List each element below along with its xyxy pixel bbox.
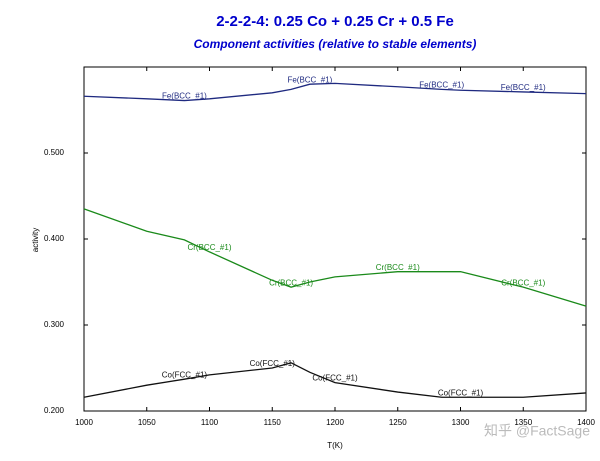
x-tick-label: 1300 [452, 418, 470, 427]
y-tick-label: 0.400 [44, 234, 65, 243]
chart-subtitle: Component activities (relative to stable… [194, 37, 477, 51]
curve-label: Co(FCC_#1) [438, 388, 484, 397]
plot-frame [83, 66, 587, 412]
watermark: 知乎 @FactSage [484, 423, 590, 439]
curve-label: Cr(BCC_#1) [187, 243, 231, 252]
curve-label: Co(FCC_#1) [162, 370, 208, 379]
x-axis-label: T(K) [327, 441, 343, 450]
curve-label: Cr(BCC_#1) [501, 278, 545, 287]
x-tick-label: 1100 [201, 418, 219, 427]
x-tick-label: 1350 [514, 418, 532, 427]
x-tick-label: 1050 [138, 418, 156, 427]
curve-label: Fe(BCC_#1) [419, 80, 464, 89]
y-axis-label: activity [31, 228, 40, 252]
curve-label: Fe(BCC_#1) [162, 92, 207, 101]
x-tick-label: 1250 [389, 418, 407, 427]
x-tick-label: 1150 [264, 418, 282, 427]
x-tick-label: 1000 [75, 418, 93, 427]
data-line [83, 82, 587, 102]
curve-label: Fe(BCC_#1) [501, 83, 546, 92]
y-tick-label: 0.500 [44, 148, 65, 157]
curve-label: Co(FCC_#1) [250, 359, 296, 368]
x-tick-label: 1400 [577, 418, 595, 427]
y-tick-label: 0.300 [44, 320, 65, 329]
curve-label: Cr(BCC_#1) [376, 263, 420, 272]
curve-label: Cr(BCC_#1) [269, 278, 313, 287]
data-line [83, 208, 587, 307]
curve-label: Co(FCC_#1) [312, 374, 358, 383]
data-line [83, 362, 587, 398]
x-tick-label: 1200 [326, 418, 344, 427]
curve-label: Fe(BCC_#1) [287, 75, 332, 84]
chart-title: 2-2-2-4: 0.25 Co + 0.25 Cr + 0.5 Fe [216, 13, 454, 30]
y-tick-label: 0.200 [44, 406, 65, 415]
